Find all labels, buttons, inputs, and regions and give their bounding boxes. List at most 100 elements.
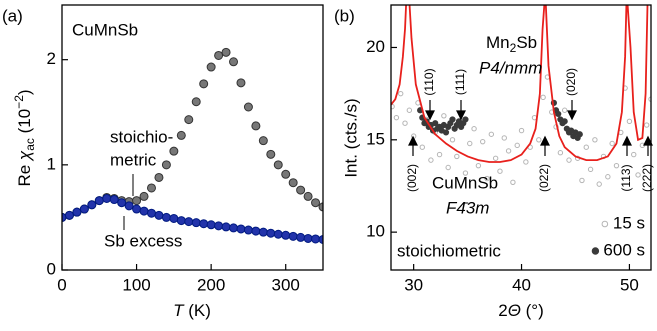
data-point bbox=[311, 234, 321, 244]
data-point bbox=[428, 157, 434, 163]
data-point bbox=[94, 196, 104, 206]
data-point bbox=[318, 235, 323, 245]
data-point bbox=[406, 107, 413, 113]
data-point bbox=[561, 118, 568, 125]
reflection-label: (020) bbox=[564, 68, 578, 96]
data-point bbox=[169, 146, 179, 156]
data-point bbox=[191, 97, 201, 107]
data-point bbox=[281, 230, 291, 240]
data-point bbox=[139, 191, 149, 201]
data-point bbox=[445, 164, 451, 171]
data-point bbox=[471, 126, 477, 132]
data-point bbox=[184, 115, 194, 125]
data-point bbox=[583, 144, 589, 150]
data-point bbox=[442, 129, 450, 136]
data-point bbox=[243, 102, 253, 112]
data-point bbox=[318, 202, 323, 212]
data-point bbox=[146, 208, 156, 218]
data-point bbox=[251, 121, 261, 131]
data-point bbox=[505, 148, 512, 154]
x-tick-label: 200 bbox=[197, 275, 225, 294]
y-label-part: ac bbox=[23, 138, 37, 151]
x-label-part: (K) bbox=[184, 301, 211, 320]
data-point bbox=[206, 220, 216, 230]
axes-frame bbox=[61, 4, 324, 271]
data-point bbox=[441, 113, 447, 119]
data-point bbox=[154, 172, 164, 182]
y-tick-label: 0 bbox=[47, 259, 56, 278]
data-point bbox=[492, 155, 499, 161]
y-label-part: (10 bbox=[15, 109, 34, 138]
data-point bbox=[296, 232, 306, 242]
x-tick-label: 100 bbox=[122, 275, 150, 294]
data-point bbox=[176, 216, 186, 226]
data-point bbox=[184, 217, 194, 227]
data-point bbox=[132, 196, 142, 206]
y-tick-label: 10 bbox=[366, 222, 385, 241]
data-point bbox=[484, 175, 490, 182]
x-axis-label: T (K) bbox=[173, 301, 211, 320]
data-point bbox=[303, 191, 313, 201]
axes: 0 100 200 300 0 1 2 30 40 50 10 15 20 15 s 600 s bbox=[47, 4, 652, 294]
reflection-label: (022) bbox=[537, 164, 551, 192]
data-point bbox=[475, 162, 482, 169]
y-label-part: Re bbox=[15, 160, 34, 186]
data-point bbox=[199, 79, 209, 89]
plot-area-a bbox=[62, 47, 323, 245]
data-point bbox=[510, 179, 516, 185]
data-point bbox=[626, 118, 633, 125]
data-point bbox=[139, 206, 149, 216]
data-point bbox=[449, 116, 456, 123]
data-point bbox=[454, 153, 460, 160]
data-point bbox=[419, 144, 425, 150]
x-tick-label: 300 bbox=[272, 275, 300, 294]
data-point bbox=[229, 223, 239, 233]
data-point bbox=[214, 50, 224, 60]
annotation: stoichiometric bbox=[397, 241, 501, 260]
data-point bbox=[497, 168, 503, 174]
x-label-part: T bbox=[173, 301, 185, 320]
panel-label: (b) bbox=[334, 6, 355, 25]
reflection-label: (002) bbox=[405, 164, 419, 192]
x-label-part: Θ bbox=[508, 301, 521, 320]
data-point bbox=[540, 94, 546, 101]
data-point bbox=[523, 159, 529, 165]
panel-label: (a) bbox=[2, 6, 23, 25]
data-point bbox=[236, 78, 246, 88]
legend-label: 600 s bbox=[603, 240, 645, 259]
data-point bbox=[64, 210, 74, 220]
data-point bbox=[288, 178, 298, 188]
data-point bbox=[501, 135, 507, 141]
annotation: Mn2Sb bbox=[486, 33, 537, 55]
data-point bbox=[432, 120, 439, 127]
fit-line bbox=[391, 5, 649, 163]
y-tick-label: 15 bbox=[366, 129, 385, 148]
data-point bbox=[311, 198, 321, 208]
data-point bbox=[398, 90, 404, 97]
y-label-part: ) bbox=[15, 89, 34, 95]
data-point bbox=[266, 228, 276, 238]
data-point bbox=[221, 47, 231, 57]
data-point bbox=[236, 224, 246, 234]
annotation: CuMnSb bbox=[432, 173, 498, 192]
x-axis-label: 2Θ (°) bbox=[498, 301, 544, 320]
data-point bbox=[117, 198, 127, 208]
data-point bbox=[462, 170, 469, 176]
y-label-part: χ bbox=[15, 150, 34, 162]
x-label-part: (°) bbox=[521, 301, 544, 320]
data-point bbox=[251, 226, 261, 236]
annotation: metric bbox=[110, 150, 157, 169]
legend-marker bbox=[591, 247, 600, 255]
data-point bbox=[273, 160, 283, 170]
data-point bbox=[402, 120, 408, 126]
data-point bbox=[579, 177, 585, 184]
annotation: F4̄3m bbox=[446, 198, 489, 217]
data-point bbox=[462, 116, 469, 123]
phase-part: Sb bbox=[516, 33, 537, 52]
data-point bbox=[258, 136, 268, 146]
reflection-arrows bbox=[408, 100, 653, 156]
data-point bbox=[243, 225, 253, 235]
data-point bbox=[480, 138, 486, 145]
